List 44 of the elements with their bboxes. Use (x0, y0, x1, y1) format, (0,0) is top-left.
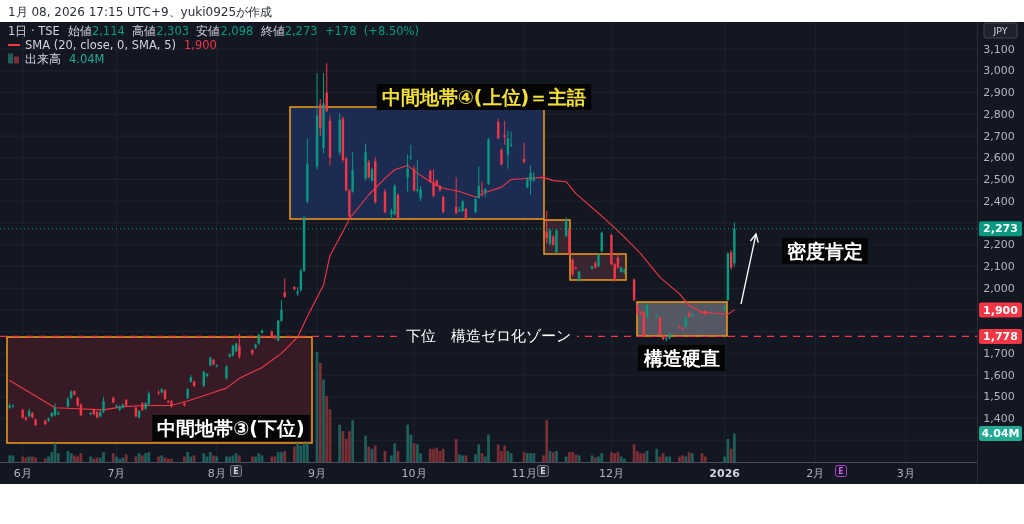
annotation: 中間地帯④(上位)＝主語 (381, 86, 587, 108)
y-tick-label: 1,600 (983, 368, 1015, 382)
event-marker: E (835, 465, 847, 477)
annotation: 密度肯定 (782, 238, 868, 264)
y-tick-label: 1,500 (983, 390, 1015, 404)
annotation: 中間地帯④(上位)＝主語 (376, 84, 592, 110)
y-tick-label: 3,000 (983, 64, 1015, 78)
x-tick-label: 9月 (308, 466, 327, 480)
x-tick-label: 8月 (207, 466, 226, 480)
event-marker: E (537, 465, 549, 477)
event-marker: E (230, 465, 242, 477)
text: 始値2,114 高値2,303 安値2,098 終値2,273 +178 (+8.50%) (67, 24, 419, 38)
y-tick-label: 2,400 (983, 194, 1015, 208)
x-tick-label: 11月 (511, 466, 537, 480)
y-tick-label: 2,100 (983, 259, 1015, 273)
annotation: 1,778 (983, 329, 1018, 343)
y-tick-label: 2,500 (983, 173, 1015, 187)
y-tick-label: 2,000 (983, 281, 1015, 295)
legend-value: 1,900 (183, 38, 217, 52)
annotation: 2,273 (983, 222, 1018, 236)
y-tick-label: 3,100 (983, 42, 1015, 56)
annotation: 密度肯定 (787, 240, 863, 262)
x-tick-label: 10月 (401, 466, 427, 480)
y-tick-label: 2,800 (983, 107, 1015, 121)
x-tick-label: 2月 (806, 466, 825, 480)
y-tick-label: 2,700 (983, 129, 1015, 143)
legend-entry: SMA (20, close, 0, SMA, 5) (25, 38, 176, 52)
chart-title: 1日 · TSE (8, 24, 60, 38)
y-tick-label: 2,900 (983, 86, 1015, 100)
y-axis-title: JPY (992, 25, 1008, 36)
legend-value: 4.04M (69, 51, 105, 66)
x-tick-label: 7月 (107, 466, 126, 480)
x-tick-label: 2026 (709, 466, 740, 480)
y-tick-label: 2,200 (983, 238, 1015, 252)
x-tick-label: 6月 (13, 466, 32, 480)
price-tag: 2,273 (979, 221, 1022, 237)
legend-entry: 出来高 (25, 51, 61, 66)
y-tick-label: 1,400 (983, 412, 1015, 426)
y-tick-label: 1,700 (983, 346, 1015, 360)
y-tick-label: 2,600 (983, 151, 1015, 165)
annotation: 1月 08, 2026 17:15 UTC+9、yuki0925が作成 (8, 5, 273, 19)
x-tick-label: 3月 (896, 466, 915, 480)
x-tick-label: 12月 (598, 466, 624, 480)
ylabel: JPY (983, 22, 1018, 39)
